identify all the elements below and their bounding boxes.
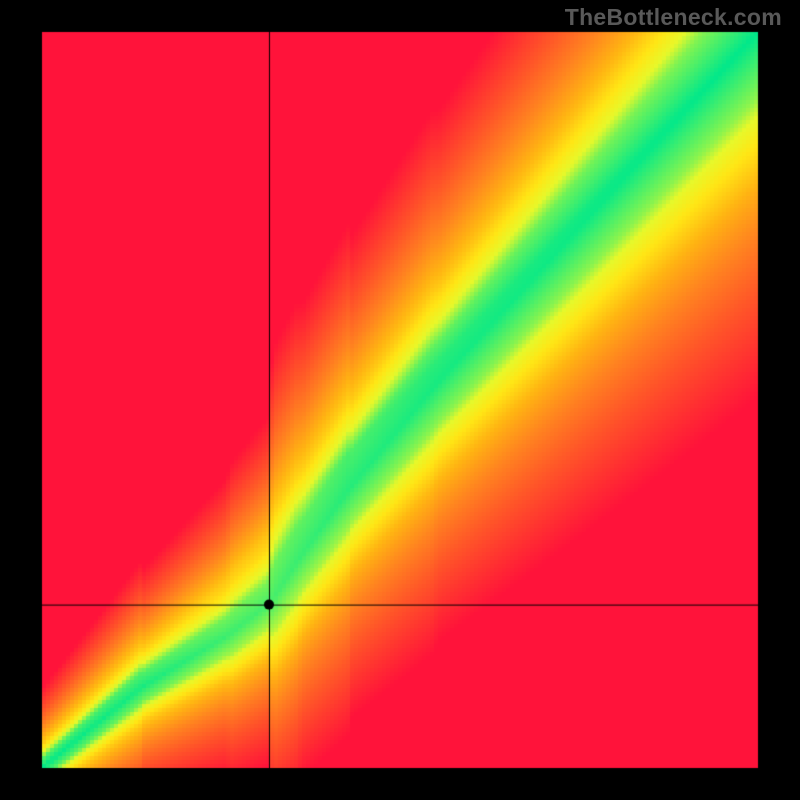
watermark-text: TheBottleneck.com <box>565 4 782 31</box>
bottleneck-heatmap <box>0 0 800 800</box>
